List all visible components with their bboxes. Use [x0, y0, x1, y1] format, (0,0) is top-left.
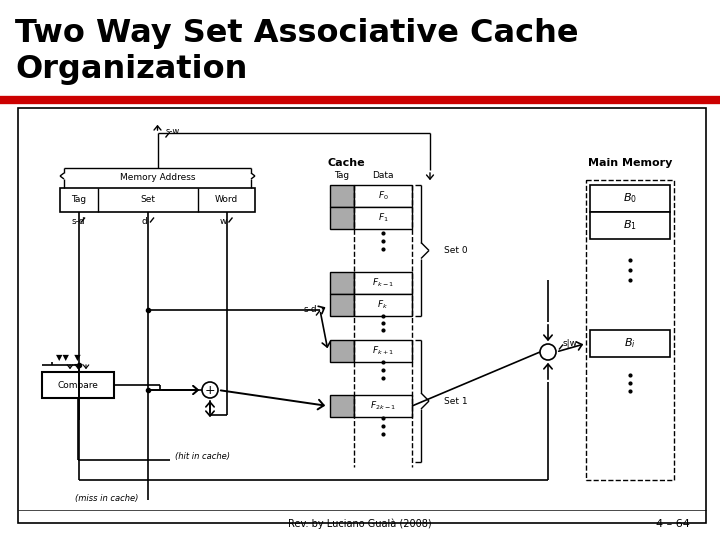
- Bar: [330, 207, 354, 229]
- Text: $B_0$: $B_0$: [623, 192, 637, 205]
- Bar: [590, 185, 670, 212]
- Text: $B_1$: $B_1$: [623, 219, 637, 232]
- Text: s|w: s|w: [563, 340, 578, 348]
- Text: s-d: s-d: [303, 306, 317, 314]
- Bar: [330, 340, 354, 362]
- Text: w: w: [220, 217, 227, 226]
- Text: +: +: [204, 384, 215, 397]
- Text: Memory Address: Memory Address: [120, 173, 195, 183]
- Bar: [330, 294, 354, 316]
- Text: Word: Word: [215, 195, 238, 205]
- Bar: [354, 207, 412, 229]
- Bar: [354, 185, 412, 207]
- Text: Main Memory: Main Memory: [588, 158, 672, 168]
- Text: $F_{k+1}$: $F_{k+1}$: [372, 345, 394, 357]
- Text: Rev. by Luciano Gualà (2008): Rev. by Luciano Gualà (2008): [288, 519, 432, 529]
- Bar: [330, 185, 354, 207]
- Bar: [330, 395, 354, 417]
- Bar: [354, 395, 412, 417]
- Bar: [590, 330, 670, 357]
- Text: Organization: Organization: [15, 54, 248, 85]
- Text: s-w: s-w: [166, 126, 179, 136]
- Text: Tag: Tag: [334, 171, 350, 179]
- Text: Set 1: Set 1: [444, 396, 467, 406]
- Bar: [590, 212, 670, 239]
- Text: Two Way Set Associative Cache: Two Way Set Associative Cache: [15, 18, 578, 49]
- Circle shape: [540, 344, 556, 360]
- Text: $F_k$: $F_k$: [377, 299, 389, 311]
- Text: Set: Set: [140, 195, 156, 205]
- Text: $B_i$: $B_i$: [624, 336, 636, 350]
- Circle shape: [202, 382, 218, 398]
- Text: $F_0$: $F_0$: [377, 190, 388, 202]
- Text: Set 0: Set 0: [444, 246, 467, 255]
- Text: Data: Data: [372, 171, 394, 179]
- Text: (hit in cache): (hit in cache): [175, 451, 230, 461]
- Bar: [586, 180, 674, 480]
- Text: Compare: Compare: [58, 381, 99, 389]
- Text: s-d: s-d: [72, 217, 86, 226]
- Text: d: d: [141, 217, 147, 226]
- Bar: [60, 188, 255, 212]
- Bar: [42, 372, 114, 398]
- Text: $F_{k-1}$: $F_{k-1}$: [372, 276, 394, 289]
- Bar: [354, 340, 412, 362]
- Text: ▼▼  ▼: ▼▼ ▼: [55, 354, 81, 362]
- Bar: [18, 108, 706, 523]
- Text: $F_1$: $F_1$: [378, 212, 388, 224]
- Bar: [354, 294, 412, 316]
- Text: 4 – 64: 4 – 64: [656, 519, 690, 529]
- Bar: [354, 272, 412, 294]
- Text: $F_{2k-1}$: $F_{2k-1}$: [370, 400, 396, 412]
- Bar: [330, 272, 354, 294]
- Text: Cache: Cache: [327, 158, 365, 168]
- Text: Tag: Tag: [71, 195, 86, 205]
- Text: (miss in cache): (miss in cache): [75, 494, 138, 503]
